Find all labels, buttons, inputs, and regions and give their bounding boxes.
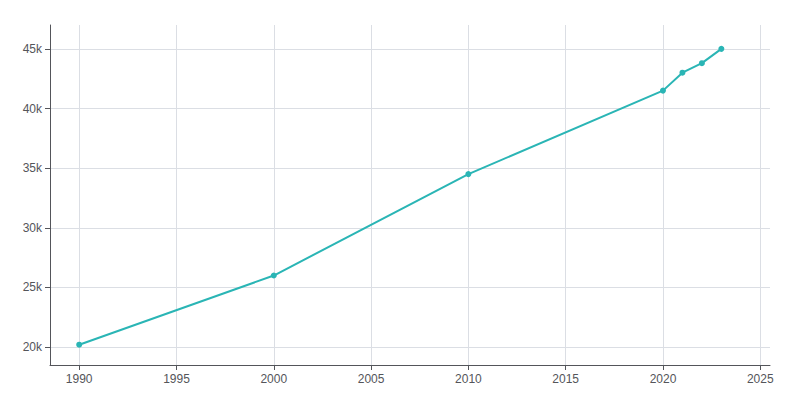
svg-text:1995: 1995 [163,372,190,386]
svg-text:2020: 2020 [650,372,677,386]
svg-text:1990: 1990 [66,372,93,386]
svg-text:2025: 2025 [747,372,774,386]
svg-text:2000: 2000 [260,372,287,386]
svg-text:25k: 25k [23,280,43,294]
svg-text:40k: 40k [23,102,43,116]
svg-text:45k: 45k [23,42,43,56]
svg-text:20k: 20k [23,340,43,354]
svg-text:35k: 35k [23,161,43,175]
svg-text:2015: 2015 [552,372,579,386]
svg-text:2005: 2005 [358,372,385,386]
svg-text:2010: 2010 [455,372,482,386]
svg-text:30k: 30k [23,221,43,235]
